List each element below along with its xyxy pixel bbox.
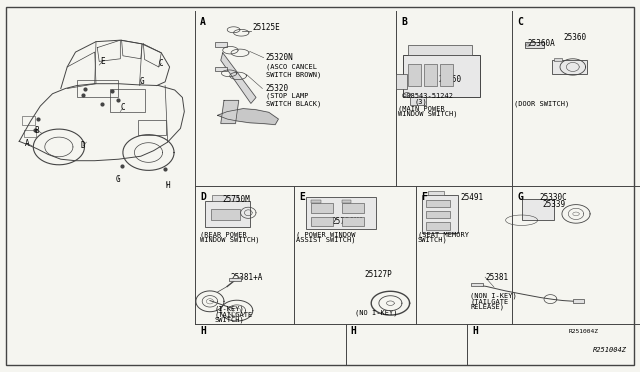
Bar [424,64,437,86]
Bar [440,64,453,86]
Text: (DOOR SWITCH): (DOOR SWITCH) [514,101,569,108]
Text: 25750MA: 25750MA [332,217,364,226]
Text: (TAILGATE: (TAILGATE [470,298,509,305]
Text: (3): (3) [415,98,428,105]
Polygon shape [221,53,256,103]
Bar [311,203,333,213]
Text: SWITCH): SWITCH) [418,237,447,243]
Bar [211,209,240,220]
Text: 25330C: 25330C [540,193,567,202]
Text: SWITCH BLACK): SWITCH BLACK) [266,100,321,107]
Text: G: G [140,77,145,86]
Text: D: D [81,141,86,150]
Text: (REAR POWER: (REAR POWER [200,231,246,238]
Text: SWITCH BROWN): SWITCH BROWN) [266,71,321,78]
Bar [342,217,364,226]
Text: E: E [300,192,305,202]
Text: B: B [35,126,40,135]
Text: 25320: 25320 [266,84,289,93]
Text: A: A [200,17,206,27]
Bar [573,299,584,303]
Bar [77,80,118,97]
Bar [215,67,227,71]
Text: SWITCH): SWITCH) [214,317,244,323]
Text: G: G [116,175,121,184]
Text: D: D [200,192,206,202]
Text: G: G [517,192,523,202]
Bar [22,116,35,125]
Text: C: C [159,59,164,68]
Text: WINDOW SWITCH): WINDOW SWITCH) [398,111,458,118]
Bar [396,74,407,89]
Bar [138,120,166,135]
Text: H: H [351,326,356,336]
Bar [426,222,450,230]
Text: RELEASE): RELEASE) [470,304,504,310]
Text: F: F [421,192,427,202]
Bar [422,195,458,232]
Bar [205,201,250,227]
Text: H: H [165,182,170,190]
Text: 25750M: 25750M [223,195,250,203]
Polygon shape [221,100,239,124]
Bar [311,217,333,226]
Bar [311,200,321,203]
Text: (NO I-KEY): (NO I-KEY) [355,310,397,317]
Bar [306,197,376,229]
Text: E: E [100,57,105,66]
Polygon shape [218,109,278,125]
Text: 25360A: 25360A [527,39,555,48]
Text: 25360: 25360 [563,33,586,42]
Text: ASSIST SWITCH): ASSIST SWITCH) [296,237,356,243]
Text: 25750: 25750 [438,76,461,84]
Bar [410,97,426,105]
Bar [110,89,145,112]
Text: A: A [24,139,29,148]
Text: C: C [517,17,523,27]
Text: (NON I-KEY): (NON I-KEY) [470,292,517,299]
Text: 25125E: 25125E [253,23,280,32]
Bar [552,60,587,74]
Bar [403,55,480,97]
Bar [428,191,444,195]
Bar [408,45,472,55]
Text: H: H [472,326,478,336]
Text: 25491: 25491 [461,193,484,202]
Text: 25381+A: 25381+A [230,273,263,282]
Bar [525,42,544,48]
Bar [342,200,351,203]
Text: ©08543-51242: ©08543-51242 [402,93,453,99]
Text: R251004Z: R251004Z [593,347,627,353]
Text: WINDOW SWITCH): WINDOW SWITCH) [200,237,259,243]
Bar [522,199,554,220]
Text: H: H [200,326,206,336]
Text: (STOP LAMP: (STOP LAMP [266,93,308,99]
Bar [426,200,450,207]
Bar [212,195,238,201]
Bar [554,58,562,61]
Bar [426,211,450,218]
Bar [342,203,364,213]
Text: (TAILGATE: (TAILGATE [214,311,253,318]
Text: (ASCO CANCEL: (ASCO CANCEL [266,64,317,70]
Text: C: C [120,103,125,112]
Text: (MAIN POWER: (MAIN POWER [398,105,445,112]
Text: R251004Z: R251004Z [568,329,598,334]
Bar [24,130,36,137]
Text: ( POWER WINDOW: ( POWER WINDOW [296,231,356,238]
Text: B: B [401,17,407,27]
Bar [408,64,421,86]
Text: 25381: 25381 [485,273,508,282]
Bar [471,283,483,286]
Text: 25339: 25339 [543,200,566,209]
Bar [229,278,241,281]
Text: 25127P: 25127P [365,270,392,279]
Text: (SEAT MEMORY: (SEAT MEMORY [418,231,469,238]
Text: (I-KEY): (I-KEY) [214,305,244,312]
Text: 25320N: 25320N [266,53,293,62]
Bar [215,42,227,46]
